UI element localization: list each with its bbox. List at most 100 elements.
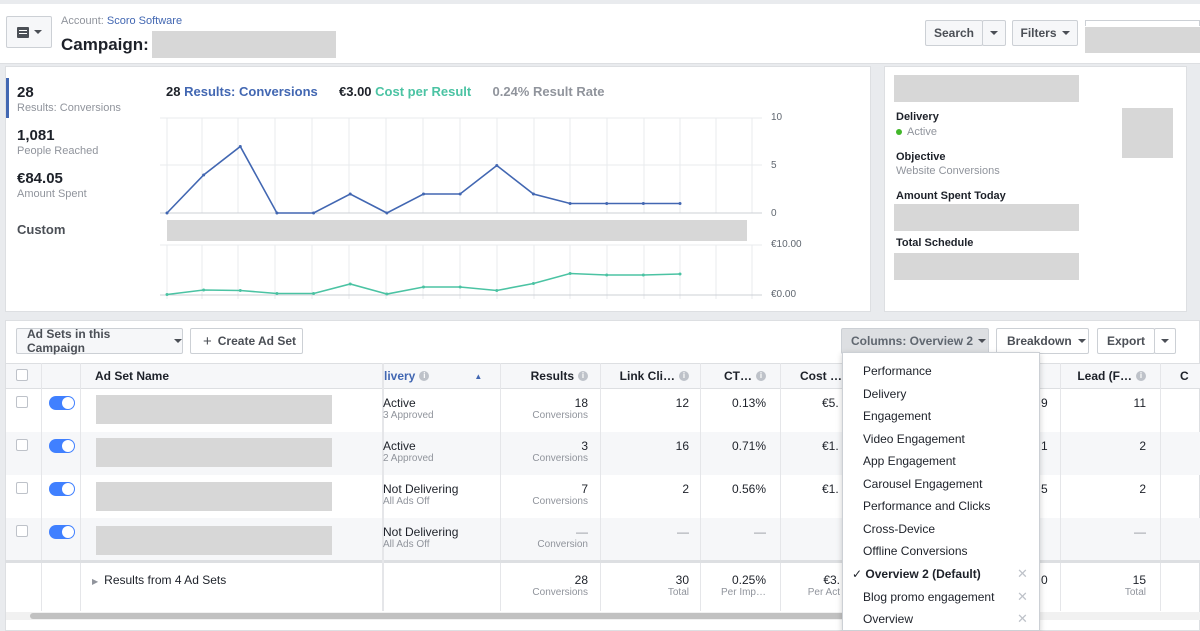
menu-item-overview-2-default[interactable]: ✓ Overview 2 (Default) [852,567,981,581]
row-checkbox[interactable] [16,525,28,537]
menu-item-delivery[interactable]: Delivery [863,387,907,401]
data-point[interactable] [531,282,535,285]
data-point[interactable] [568,202,572,205]
select-all-checkbox[interactable] [16,369,28,381]
menu-item-offline-conversions[interactable]: Offline Conversions [863,544,968,558]
row-checkbox[interactable] [16,439,28,451]
delivery-status: Not Delivering [383,525,459,539]
data-point[interactable] [238,289,242,292]
col-header-results[interactable]: Results i [500,364,588,388]
adset-toggle[interactable] [49,482,75,496]
adset-name-redacted[interactable] [96,438,332,467]
data-point[interactable] [238,145,242,148]
data-point[interactable] [641,273,645,277]
col-header-delivery[interactable]: livery i ▲ [384,364,482,388]
adset-toggle[interactable] [49,525,75,539]
data-point[interactable] [531,192,535,196]
stat-spent-value[interactable]: €84.05 [17,170,63,187]
remove-preset-icon[interactable]: ✕ [1017,566,1028,581]
info-icon[interactable]: i [756,371,766,381]
data-point[interactable] [165,211,169,215]
data-point[interactable] [312,211,316,215]
date-picker-edge[interactable] [1085,20,1200,26]
stat-reach-value[interactable]: 1,081 [17,127,55,144]
export-button[interactable]: Export [1097,328,1155,354]
col-header-lead[interactable]: Lead (F… i [1060,364,1146,388]
adset-name-redacted[interactable] [96,526,332,555]
data-point[interactable] [348,282,352,286]
horizontal-scrollbar-thumb[interactable] [30,613,850,619]
adset-toggle[interactable] [49,439,75,453]
menu-item-engagement[interactable]: Engagement [863,409,932,423]
account-link[interactable]: Scoro Software [106,15,183,27]
data-point[interactable] [568,272,572,275]
create-adset-button[interactable]: + Create Ad Set [190,328,303,354]
menu-item-app-engagement[interactable]: App Engagement [863,454,956,468]
menu-item-cross-device[interactable]: Cross-Device [863,522,936,536]
data-point[interactable] [275,211,279,215]
data-point[interactable] [422,192,425,196]
sort-ascending-icon[interactable]: ▲ [474,371,483,381]
data-point[interactable] [165,293,169,296]
remove-preset-icon[interactable]: ✕ [1017,611,1028,626]
search-dropdown-button[interactable] [982,20,1006,46]
row-checkbox[interactable] [16,482,28,494]
chevron-down-icon [1061,31,1070,35]
info-icon[interactable]: i [419,371,430,381]
data-point[interactable] [641,202,645,205]
search-button[interactable]: Search [925,20,983,46]
col-header-last[interactable]: C [1180,369,1189,383]
info-icon[interactable]: i [578,371,588,381]
data-point[interactable] [678,272,682,276]
metric-rate-label[interactable]: Result Rate [533,84,605,99]
menu-item-performance-and-clicks[interactable]: Performance and Clicks [863,499,991,513]
custom-stat-link[interactable]: Custom [17,222,66,237]
data-point[interactable] [202,288,206,292]
remove-preset-icon[interactable]: ✕ [1017,589,1028,604]
data-point[interactable] [385,292,389,296]
data-point[interactable] [348,192,352,196]
data-point[interactable] [605,273,609,277]
col-header-link-clicks[interactable]: Link Cli… i [600,364,689,388]
adset-name-redacted[interactable] [96,395,332,424]
breakdown-dropdown[interactable]: Breakdown [996,328,1089,354]
adsets-scope-dropdown[interactable]: Ad Sets in this Campaign [16,327,183,355]
col-header-ctr[interactable]: CT… i [700,364,766,388]
adset-name-redacted[interactable] [96,482,332,511]
menu-item-overview[interactable]: Overview [863,612,914,626]
menu-item-performance[interactable]: Performance [863,364,932,378]
col-header-name[interactable]: Ad Set Name [95,369,170,383]
filters-button[interactable]: Filters [1012,20,1078,46]
menu-item-video-engagement[interactable]: Video Engagement [863,432,965,446]
info-icon[interactable]: i [1136,371,1146,381]
data-point[interactable] [605,202,609,205]
results-cell: 18 Conversions [500,396,588,421]
lead-cell: 11 [1133,396,1146,410]
data-point[interactable] [385,211,389,215]
column-divider [80,363,81,611]
metric-cpr-label[interactable]: Cost per Result [375,84,472,99]
data-point[interactable] [458,192,462,196]
menu-item-blog-promo-engagement[interactable]: Blog promo engagement [863,590,995,604]
expand-arrow-icon[interactable]: ▶ [92,577,99,586]
data-point[interactable] [422,285,425,289]
export-dropdown-button[interactable] [1154,328,1176,354]
menu-item-carousel-engagement[interactable]: Carousel Engagement [863,477,983,491]
data-point[interactable] [275,292,279,295]
adset-toggle[interactable] [49,396,75,410]
data-point[interactable] [202,173,206,177]
data-point[interactable] [312,292,316,295]
data-point[interactable] [678,202,682,205]
row-checkbox[interactable] [16,396,28,408]
stat-results-value[interactable]: 28 [17,84,34,101]
metric-results-label[interactable]: Results: Conversions [184,84,318,99]
totals-cost-value: €3. [823,573,840,587]
data-point[interactable] [495,289,499,292]
data-point[interactable] [458,285,462,289]
data-point[interactable] [495,164,499,167]
totals-row-label[interactable]: ▶ Results from 4 Ad Sets [92,573,226,587]
columns-dropdown[interactable]: Columns: Overview 2 [841,328,989,354]
col-header-cost[interactable]: Cost … [800,369,842,383]
info-icon[interactable]: i [679,371,689,381]
view-menu-button[interactable] [6,16,52,48]
